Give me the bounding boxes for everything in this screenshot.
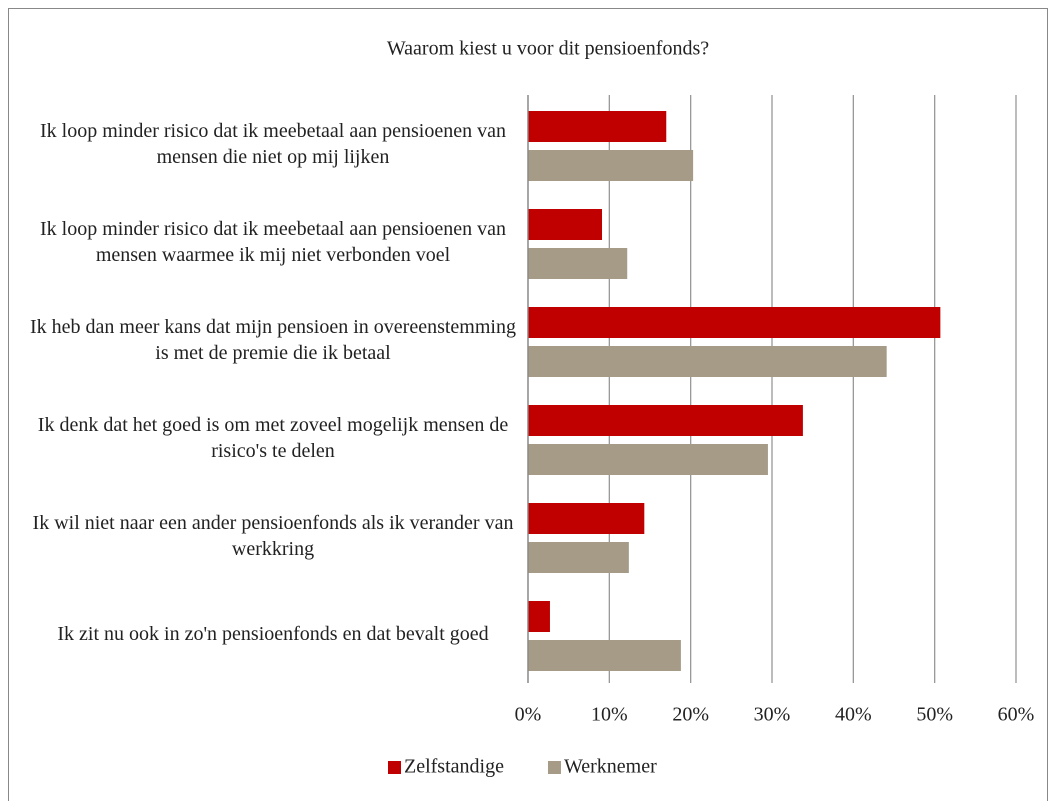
bar xyxy=(528,405,803,436)
bar xyxy=(528,248,628,279)
category-label: Ik loop minder risico dat ik meebetaal a… xyxy=(40,218,506,266)
x-tick-label: 50% xyxy=(916,704,953,726)
bar xyxy=(528,503,645,534)
bar xyxy=(528,346,887,377)
category-label: Ik denk dat het goed is om met zoveel mo… xyxy=(37,414,509,462)
x-tick-label: 60% xyxy=(998,704,1035,726)
bar xyxy=(528,111,667,142)
category-label: Ik heb dan meer kans dat mijn pensioen i… xyxy=(30,316,516,364)
chart-title: Waarom kiest u voor dit pensioenfonds? xyxy=(387,38,709,60)
x-tick-label: 40% xyxy=(835,704,872,726)
x-tick-label: 30% xyxy=(754,704,791,726)
category-label: Ik zit nu ook in zo'n pensioenfonds en d… xyxy=(57,623,489,645)
category-label: Ik wil niet naar een ander pensioenfonds… xyxy=(32,512,514,560)
legend-swatch xyxy=(547,761,561,774)
x-tick-label: 20% xyxy=(672,704,709,726)
bar xyxy=(528,601,550,632)
x-tick-label: 0% xyxy=(515,704,542,726)
bar xyxy=(528,640,681,671)
legend-swatch xyxy=(388,761,401,774)
category-label: Ik loop minder risico dat ik meebetaal a… xyxy=(40,120,506,168)
legend-label: Werknemer xyxy=(564,756,657,778)
bar xyxy=(528,542,629,573)
legend-label: Zelfstandige xyxy=(404,756,504,778)
bar xyxy=(528,150,694,181)
bar xyxy=(528,307,941,338)
bar xyxy=(528,444,768,475)
x-tick-label: 10% xyxy=(591,704,628,726)
bar xyxy=(528,209,603,240)
